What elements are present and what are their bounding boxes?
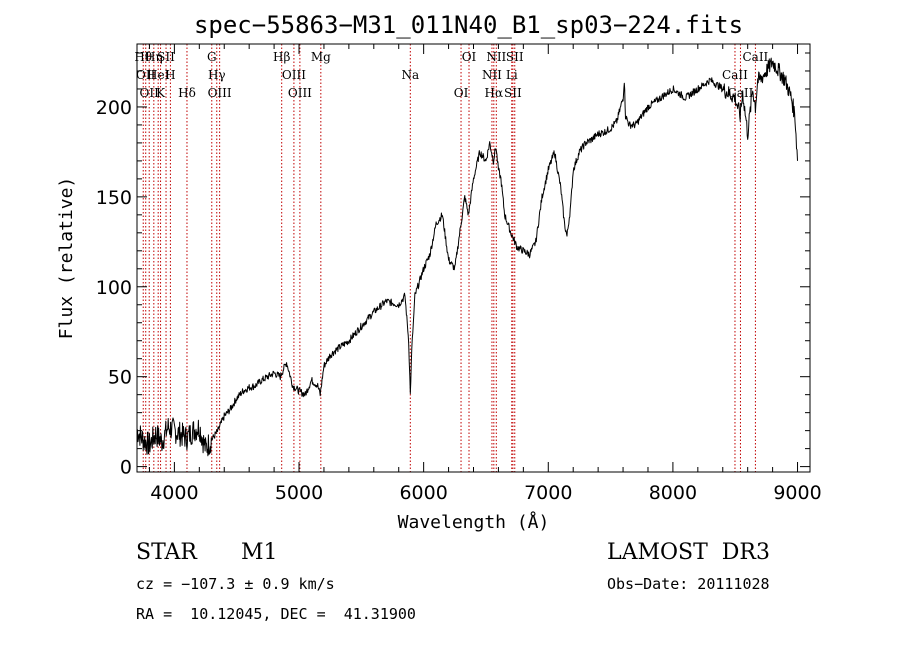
line-label-2: OII xyxy=(140,86,160,100)
ra-dec: RA = 10.12045, DEC = 41.31900 xyxy=(136,605,416,623)
line-label-11: OIII xyxy=(208,86,232,100)
line-label-0: Hθ xyxy=(134,50,152,64)
plot-frame xyxy=(136,43,811,473)
object-class: STAR xyxy=(136,540,197,565)
line-label-15: Mg xyxy=(311,50,331,64)
spectrum-series-flux xyxy=(136,57,798,457)
line-label-3: Hη xyxy=(145,50,163,64)
x-tick-label-2: 6000 xyxy=(399,482,447,504)
observation-date: Obs−Date: 20111028 xyxy=(607,575,770,593)
line-label-4: HeI xyxy=(147,68,170,82)
line-label-25: CaII xyxy=(722,68,748,82)
survey-name: LAMOST DR3 xyxy=(607,540,770,565)
line-label-1: OII xyxy=(136,68,156,82)
line-label-5: K xyxy=(156,86,166,100)
line-label-21: NII xyxy=(486,50,506,64)
x-tick-label-3: 7000 xyxy=(524,482,572,504)
line-label-18: OI xyxy=(462,50,477,64)
chart-title: spec−55863−M31_011N40_B1_sp03−224.fits xyxy=(194,11,743,39)
x-tick-label-5: 9000 xyxy=(773,482,821,504)
line-label-9: G xyxy=(207,50,217,64)
line-label-20: Hα xyxy=(485,86,504,100)
x-tick-label-1: 5000 xyxy=(275,482,323,504)
line-label-17: OI xyxy=(454,86,469,100)
object-subclass: M1 xyxy=(241,540,278,565)
line-label-23: SII xyxy=(504,86,522,100)
y-tick-label-2: 100 xyxy=(96,277,132,299)
line-label-7: H xyxy=(165,68,175,82)
line-label-24: SII xyxy=(506,50,524,64)
line-label-14: OIII xyxy=(288,86,312,100)
line-label-10: Hγ xyxy=(208,68,226,82)
redshift-cz: cz = −107.3 ± 0.9 km/s xyxy=(136,575,335,593)
y-tick-label-3: 150 xyxy=(96,187,132,209)
y-tick-label-4: 200 xyxy=(96,97,132,119)
x-tick-label-4: 8000 xyxy=(649,482,697,504)
line-label-6: SII xyxy=(157,50,175,64)
y-tick-label-0: 0 xyxy=(120,457,132,479)
line-label-13: OIII xyxy=(282,68,306,82)
x-axis-label: Wavelength (Å) xyxy=(398,511,550,533)
y-axis-label: Flux (relative) xyxy=(56,177,77,340)
line-label-22: Li xyxy=(506,68,518,82)
line-label-16: Na xyxy=(401,68,419,82)
y-tick-label-1: 50 xyxy=(108,367,132,389)
line-label-19: NII xyxy=(482,68,502,82)
line-label-27: CaII xyxy=(742,50,768,64)
line-label-12: Hβ xyxy=(273,50,290,64)
x-tick-label-0: 4000 xyxy=(150,482,198,504)
line-label-8: Hδ xyxy=(178,86,196,100)
